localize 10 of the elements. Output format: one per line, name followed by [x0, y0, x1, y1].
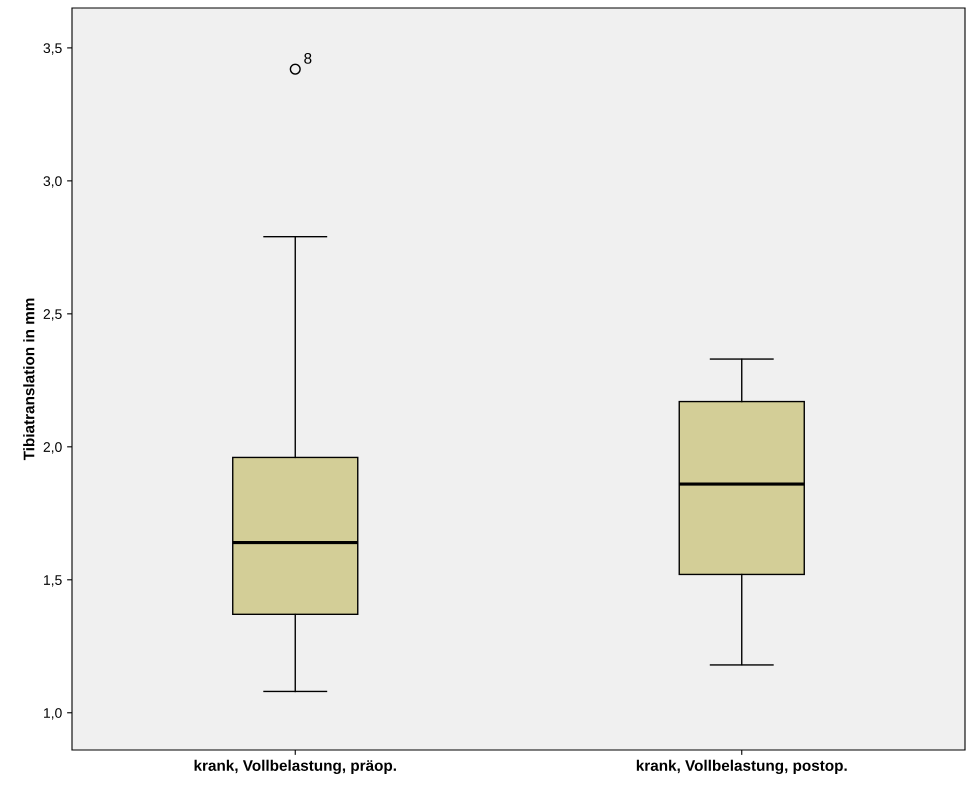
annotation: 8 — [304, 52, 312, 64]
x-tick-label: krank, Vollbelastung, postop. — [636, 760, 847, 774]
y-tick-label: 3,5 — [44, 43, 62, 55]
y-tick-label: 2,0 — [44, 442, 62, 454]
y-tick-label: 3,0 — [44, 176, 62, 188]
y-tick-label: 2,5 — [44, 309, 62, 321]
y-axis-title: Tibiatranslation in mm — [23, 298, 34, 460]
x-tick-label: krank, Vollbelastung, präop. — [194, 760, 396, 774]
y-tick-label: 1,5 — [44, 575, 62, 587]
y-tick-label: 1,0 — [44, 708, 62, 720]
